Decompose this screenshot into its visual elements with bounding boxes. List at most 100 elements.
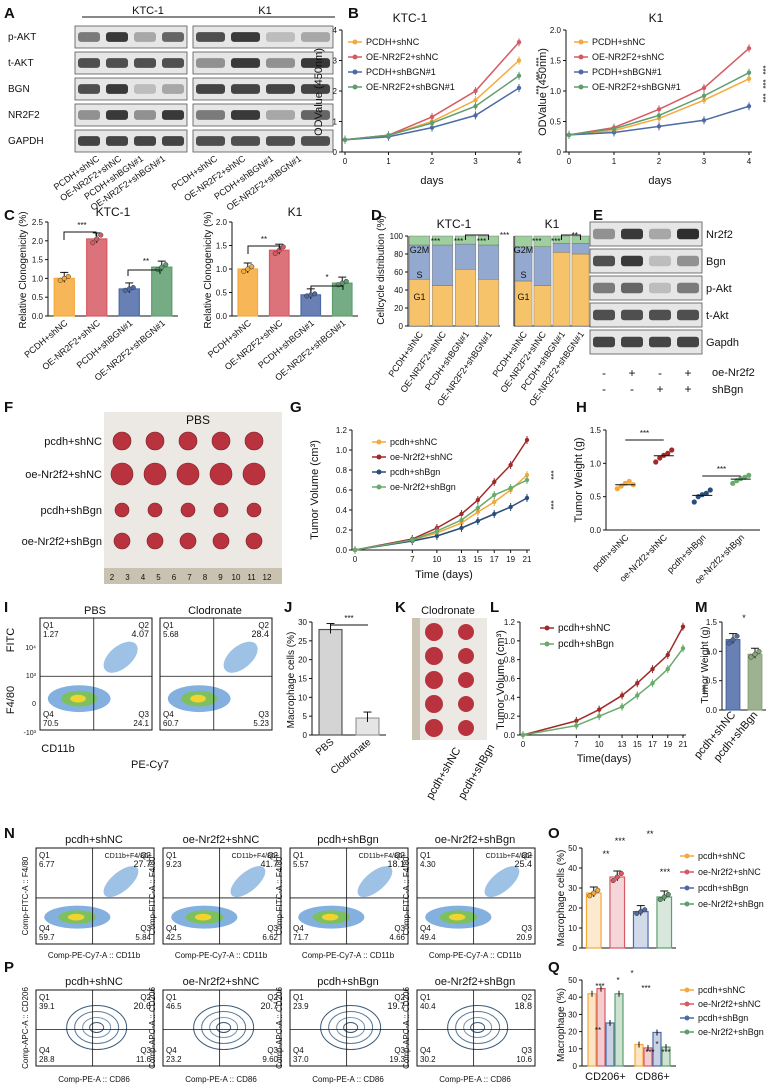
flow-y-label: Comp-APC-A :: CD206 — [21, 987, 30, 1069]
macrophage-cells-ytick-label: 30 — [568, 884, 577, 893]
panel-label-j: J — [284, 599, 292, 616]
flow-x-label: Comp-PE-Cy7-A :: CD11b — [175, 951, 268, 960]
subtype-bar — [605, 1022, 615, 1067]
macrophage-cells-dot — [610, 878, 616, 884]
blot-ktc1-frame — [74, 77, 188, 101]
flow-macrophage-q-label: Q1 — [420, 851, 431, 860]
panel-label-l: L — [490, 599, 499, 616]
ruler-number: 9 — [218, 573, 223, 582]
tumor-specimen — [425, 623, 443, 641]
clono-k1-dot — [312, 291, 318, 297]
flow-title: oe-Nr2f2+shNC — [183, 976, 260, 988]
cellcycle-segment-S — [477, 244, 500, 280]
flow-cd206-q4-value: 30.2 — [420, 1055, 436, 1064]
blot-ktc1-band — [106, 84, 128, 94]
macrophage-cells-legend-label: oe-Nr2f2+shNC — [698, 867, 761, 877]
cck8-k1-point — [656, 113, 662, 118]
flow-tick: -10³ — [24, 730, 37, 737]
blot-ktc1-band — [162, 58, 184, 68]
blot-ktc1-band — [106, 58, 128, 68]
blot-ktc1-band — [134, 110, 156, 120]
tumor-volume-point — [459, 511, 464, 517]
clono-ktc1-dot — [90, 240, 96, 246]
flow-macrophage-q1-value: 9.23 — [166, 860, 182, 869]
blot-k1-band — [196, 84, 225, 94]
cck8-ktc1-xtick-label: 3 — [473, 157, 478, 166]
tumor-specimen — [112, 431, 132, 451]
flow-macrophage-q4-value: 49.4 — [420, 933, 436, 942]
photo-title: PBS — [186, 413, 210, 427]
clono-k1-bar — [268, 249, 290, 317]
flow-clodronate-frame — [39, 617, 153, 731]
panel-label-g: G — [290, 399, 302, 416]
tumor-volume-legend-label: pcdh+shBgn — [390, 467, 440, 477]
cck8-ktc1-legend-label: PCDH+shNC — [366, 37, 420, 47]
cellcycle-segment-G1 — [552, 251, 571, 327]
flow-macrophage-q-label: Q4 — [293, 924, 304, 933]
panel-label-m: M — [695, 599, 708, 616]
tumor-volume-point — [410, 537, 415, 543]
tumor-volume-point — [492, 492, 497, 498]
tumor-volume-ytick-label: 0.4 — [336, 506, 348, 515]
significance-bracket — [310, 285, 344, 292]
flow-cd206-q3-value: 9.60 — [262, 1055, 278, 1064]
panel-label-p: P — [4, 959, 14, 976]
flow-cd206-contour — [447, 1005, 509, 1051]
flow-macrophage-frame — [416, 847, 536, 945]
phase-label: G2M — [410, 245, 430, 255]
significance-mark: *** — [645, 1048, 654, 1057]
flow-macrophage-q-label: Q4 — [39, 924, 50, 933]
significance-bracket — [465, 234, 489, 240]
cck8-k1-legend-label: PCDH+shBGN#1 — [592, 67, 662, 77]
ruler-number: 10 — [232, 573, 241, 582]
tumor-specimen — [212, 532, 230, 550]
y-axis-label: Macrophage cells (%) — [556, 850, 567, 947]
flow-macrophage-q4-value: 71.7 — [293, 933, 309, 942]
flow-macrophage-q-label: Q2 — [140, 851, 151, 860]
blot-k1-frame — [192, 129, 334, 153]
flow-x-label: Comp-PE-Cy7-A :: CD11b — [429, 951, 522, 960]
flow-cd206-contour — [320, 1005, 382, 1051]
blot-e-band — [677, 336, 699, 348]
tumor-volume-xtick-label: 0 — [353, 555, 358, 564]
clono-k1-dot — [245, 266, 251, 272]
flow-cd206-frame — [416, 989, 536, 1067]
flow-cd206-q3-value: 11.6 — [136, 1055, 152, 1064]
panel-label-b: B — [348, 5, 359, 22]
significance-mark: *** — [344, 614, 353, 623]
subtype-category-label: CD86+ — [635, 1071, 670, 1083]
ruler-number: 4 — [141, 573, 146, 582]
tumor-weight-point — [746, 472, 752, 478]
flow-cd206-q1-value: 46.5 — [166, 1002, 182, 1011]
blot-e-band — [621, 228, 643, 240]
flow-cd206-q1-value: 23.9 — [293, 1002, 309, 1011]
flow-cd206-q-label: Q4 — [39, 1046, 50, 1055]
tumor-specimen — [425, 647, 443, 665]
clodronate-weight-ytick-label: 1.0 — [706, 647, 718, 656]
flow-title: oe-Nr2f2+shNC — [183, 834, 260, 846]
tumor-volume-point — [459, 525, 464, 531]
ruler-number: 8 — [203, 573, 208, 582]
cck8-k1-xtick-label: 0 — [567, 157, 572, 166]
chart-title: KTC-1 — [96, 205, 131, 219]
panel-label-i: I — [4, 599, 8, 616]
phase-label: G1 — [517, 292, 529, 302]
flow-cd206-contour — [209, 1017, 239, 1039]
flow-macrophage-q3-value: 5.84 — [135, 933, 151, 942]
flow-cd206-q-label: Q1 — [293, 993, 304, 1002]
panel-label-f: F — [4, 399, 13, 416]
significance-mark: *** — [500, 231, 509, 240]
tumor-volume-point — [492, 511, 497, 517]
macrophage-subtype-legend-label: pcdh+shNC — [698, 985, 746, 995]
significance-mark: *** — [640, 429, 649, 438]
macrophage-cells-legend-marker — [684, 853, 690, 859]
macrophage-pbs-ytick-label: 10 — [298, 693, 307, 702]
ruler-number: 5 — [156, 573, 161, 582]
ruler-number: 11 — [247, 573, 256, 582]
flow-macrophage-q-label: Q4 — [420, 924, 431, 933]
cck8-ktc1-xtick-label: 1 — [386, 157, 391, 166]
macrophage-subtype-legend-label: pcdh+shBgn — [698, 1013, 748, 1023]
gate-label: CD11b+F4/80+ — [232, 853, 279, 860]
flow-title: Clodronate — [188, 605, 242, 617]
clono-k1-bar — [237, 268, 259, 317]
